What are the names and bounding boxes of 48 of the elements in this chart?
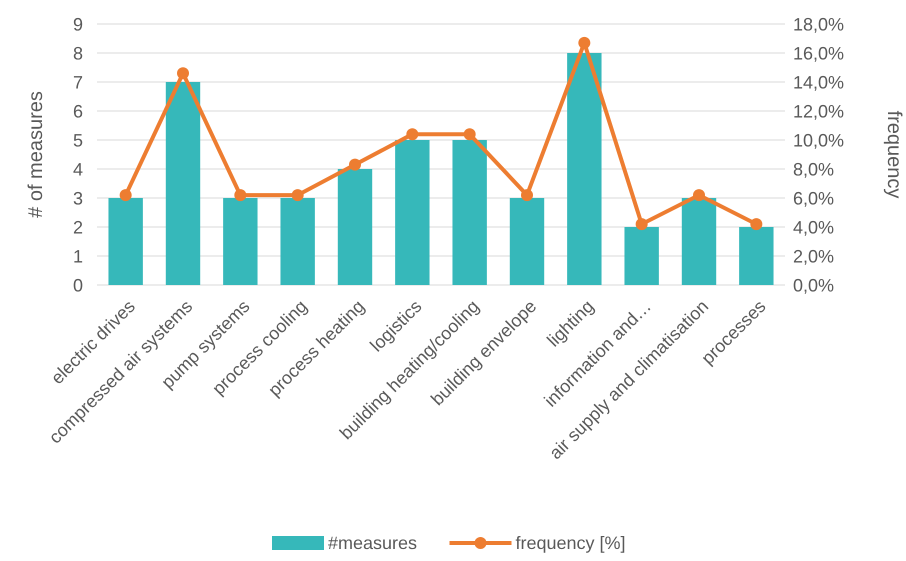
y-tick-label: 5: [72, 130, 83, 150]
point: [636, 218, 648, 230]
bar: [624, 227, 659, 285]
y2-tick-label: 16,0%: [793, 43, 844, 64]
y-axis-title: # of measures: [25, 91, 47, 218]
y2-tick-label: 10,0%: [793, 130, 844, 150]
bar: [682, 198, 716, 285]
point: [177, 67, 189, 80]
y-tick-label: 8: [72, 43, 83, 64]
point: [578, 36, 590, 49]
y-tick-label: 3: [72, 188, 83, 208]
bar: [108, 198, 143, 285]
point: [120, 189, 132, 202]
point: [349, 158, 361, 171]
y2-tick-label: 2,0%: [793, 246, 834, 266]
y2-axis-title: frequency: [883, 110, 905, 198]
y-tick-label: 7: [72, 72, 83, 92]
y-tick-label: 9: [72, 14, 83, 34]
point: [464, 128, 476, 140]
bar: [280, 198, 315, 285]
y-tick-label: 2: [72, 217, 83, 238]
bar: [166, 82, 200, 285]
point: [693, 189, 705, 202]
legend-label: frequency [%]: [516, 533, 626, 553]
bar: [510, 198, 544, 285]
point: [406, 128, 418, 140]
y2-tick-label: 8,0%: [793, 159, 834, 180]
point: [292, 189, 304, 202]
y-tick-label: 0: [72, 275, 83, 296]
y2-tick-label: 0,0%: [793, 275, 834, 296]
y-tick-label: 1: [72, 246, 83, 266]
bar: [395, 140, 430, 285]
y2-tick-label: 14,0%: [793, 72, 844, 92]
y2-tick-label: 18,0%: [793, 14, 844, 34]
bar: [338, 169, 372, 285]
legend-label: #measures: [328, 533, 418, 553]
y-tick-label: 4: [72, 159, 83, 180]
bar: [452, 140, 487, 285]
bar: [567, 53, 602, 285]
point: [750, 218, 762, 230]
bar: [223, 198, 258, 285]
point: [521, 189, 533, 202]
bar: [739, 227, 774, 285]
point: [234, 189, 246, 202]
y2-tick-label: 6,0%: [793, 188, 834, 208]
y2-tick-label: 4,0%: [793, 217, 834, 238]
y2-tick-label: 12,0%: [793, 101, 844, 122]
y-tick-label: 6: [72, 101, 83, 122]
